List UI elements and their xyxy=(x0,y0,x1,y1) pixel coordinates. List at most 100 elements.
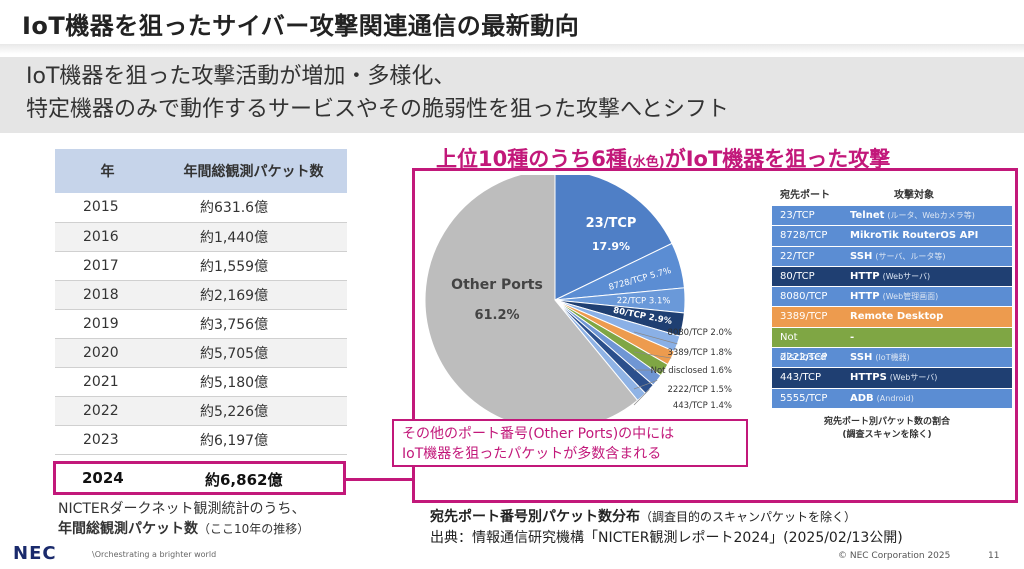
slogan: \Orchestrating a brighter world xyxy=(92,550,217,559)
leader-line xyxy=(633,389,650,406)
slice-label-outside: 2222/TCP 1.5% xyxy=(667,385,732,395)
row-value: 約6,197億 xyxy=(160,425,347,455)
target-name: SSH xyxy=(850,250,873,262)
row-year: 2015 xyxy=(55,193,160,223)
highlight-value: 約6,862億 xyxy=(205,471,283,489)
slice-label-pct: 17.9% xyxy=(592,240,630,253)
page-subtitle: IoT機器を狙った攻撃活動が増加・多様化、 特定機器のみで動作するサービスやその… xyxy=(26,64,729,122)
port-cell: 80/TCP xyxy=(780,270,815,282)
right-caption-line1: 宛先ポート番号別パケット数分布（調査目的のスキャンパケットを除く） xyxy=(430,507,903,528)
slice-label-outside: Not disclosed 1.6% xyxy=(651,366,732,376)
pie-slice xyxy=(554,175,673,301)
target-name: ADB xyxy=(850,392,874,404)
connector-line xyxy=(346,478,413,481)
page-title: IoT機器を狙ったサイバー攻撃関連通信の最新動向 xyxy=(22,12,580,40)
row-year: 2020 xyxy=(55,338,160,368)
table-row: 2021 約5,180億 xyxy=(55,367,347,397)
row-year: 2018 xyxy=(55,280,160,310)
column-header-year: 年 xyxy=(55,149,160,193)
target-note: (IoT機器) xyxy=(875,353,910,363)
target-name: Telnet xyxy=(850,210,885,221)
column-header-packets: 年間総観測パケット数 xyxy=(160,149,347,193)
port-cell: 443/TCP xyxy=(780,372,821,384)
copyright: © NEC Corporation 2025 xyxy=(838,551,951,561)
table-row: 2016 約1,440億 xyxy=(55,222,347,252)
leader-line xyxy=(633,380,658,390)
table-row: 2022 約5,226億 xyxy=(55,396,347,426)
port-cell: Not disclosed xyxy=(780,331,827,363)
port-table-caption-line1: 宛先ポート別パケット数の割合 xyxy=(823,417,950,427)
slice-label: 22/TCP 3.1% xyxy=(617,296,671,306)
target-cell: HTTP (Webサーバ) xyxy=(844,267,1012,286)
target-name: HTTP xyxy=(850,291,880,303)
annual-packets-table: 年 年間総観測パケット数 2015 約631.6億 2016 約1,440億 2017 約… xyxy=(55,149,347,455)
slice-label-outside: 443/TCP 1.4% xyxy=(673,401,732,411)
callout-line2: IoT機器を狙ったパケットが多数含まれる xyxy=(402,446,662,462)
row-value: 約631.6億 xyxy=(160,193,347,223)
target-name: HTTPS xyxy=(850,372,887,384)
port-cell: 23/TCP xyxy=(780,210,815,221)
right-caption-line2: 出典：情報通信研究機構「NICTER観測レポート2024」(2025/02/13… xyxy=(430,530,903,546)
row-value: 約5,180億 xyxy=(160,367,347,397)
table-header-row: 年 年間総観測パケット数 xyxy=(55,149,347,193)
port-row: 80/TCP HTTP (Webサーバ) xyxy=(772,266,1012,288)
target-note: (Web管理画面) xyxy=(882,292,939,302)
port-table-header-port: 宛先ポート xyxy=(780,190,830,201)
slice-label-name: 23/TCP xyxy=(586,216,637,231)
left-caption-bold: 年間総観測パケット数 xyxy=(58,521,198,537)
target-cell: Telnet (ルータ、Webカメラ等) xyxy=(844,206,1012,225)
table-row: 2018 約2,169億 xyxy=(55,280,347,310)
row-value: 約1,559億 xyxy=(160,251,347,281)
target-name: MikroTik RouterOS API xyxy=(850,230,979,242)
left-caption: NICTERダークネット観測統計のうち、 年間総観測パケット数（ここ10年の推移… xyxy=(58,499,309,539)
slice-label-outside: 3389/TCP 1.8% xyxy=(667,348,732,358)
table-row: 2023 約6,197億 xyxy=(55,425,347,455)
target-note: (ルータ、Webカメラ等) xyxy=(887,211,975,220)
row-value: 約2,169億 xyxy=(160,280,347,310)
other-ports-pct: 61.2% xyxy=(474,308,519,323)
port-row: Not disclosed - xyxy=(772,327,1012,363)
target-cell: ADB (Android) xyxy=(844,389,1012,408)
table-row: 2019 約3,756億 xyxy=(55,309,347,339)
leader-line xyxy=(633,351,672,359)
port-row: 8728/TCP MikroTik RouterOS API xyxy=(772,226,1012,247)
port-cell: 3389/TCP xyxy=(780,311,828,323)
port-row: 3389/TCP Remote Desktop xyxy=(772,307,1012,328)
target-note: (Android) xyxy=(876,393,914,403)
target-name: HTTP xyxy=(850,270,880,282)
headline-part2: (水色) xyxy=(626,155,665,170)
chart-headline: 上位10種のうち6種(水色)がIoT機器を狙った攻撃 xyxy=(436,143,890,173)
target-name: Remote Desktop xyxy=(850,311,944,323)
table-row: 2017 約1,559億 xyxy=(55,251,347,281)
port-row: 22/TCP SSH (サーバ、ルータ等) xyxy=(772,246,1012,267)
row-year: 2017 xyxy=(55,251,160,281)
callout-line1: その他のポート番号(Other Ports)の中には xyxy=(402,426,675,442)
left-caption-line2: 年間総観測パケット数（ここ10年の推移） xyxy=(58,519,309,539)
port-row: 23/TCP Telnet (ルータ、Webカメラ等) xyxy=(772,206,1012,227)
port-row: 8080/TCP HTTP (Web管理画面) xyxy=(772,287,1012,308)
port-row: 443/TCP HTTPS (Webサーバ) xyxy=(772,368,1012,389)
port-cell: 22/TCP xyxy=(780,250,815,262)
row-value: 約1,440億 xyxy=(160,222,347,252)
port-table-header: 宛先ポート 攻撃対象 xyxy=(772,186,1012,206)
slice-label-outside: 8080/TCP 2.0% xyxy=(667,328,732,338)
target-name: - xyxy=(850,331,855,343)
port-cell: 8728/TCP xyxy=(780,230,828,242)
target-name: SSH xyxy=(850,352,873,364)
target-note: (サーバ、ルータ等) xyxy=(875,251,946,261)
row-year: 2023 xyxy=(55,425,160,455)
row-value: 約5,705億 xyxy=(160,338,347,368)
subtitle-band xyxy=(0,57,1024,133)
nec-logo: NEC xyxy=(13,543,57,564)
target-cell: HTTPS (Webサーバ) xyxy=(844,368,1012,387)
port-cell: 8080/TCP xyxy=(780,291,828,303)
target-cell: SSH (サーバ、ルータ等) xyxy=(844,247,1012,266)
target-cell: Remote Desktop xyxy=(844,307,1012,326)
other-ports-callout: その他のポート番号(Other Ports)の中には IoT機器を狙ったパケット… xyxy=(392,419,748,467)
headline-part1: 上位10種のうち6種 xyxy=(436,147,627,171)
highlight-row-2024: 2024 約6,862億 xyxy=(53,461,346,495)
target-cell: - xyxy=(844,328,1012,347)
row-year: 2022 xyxy=(55,396,160,426)
row-year: 2019 xyxy=(55,309,160,339)
